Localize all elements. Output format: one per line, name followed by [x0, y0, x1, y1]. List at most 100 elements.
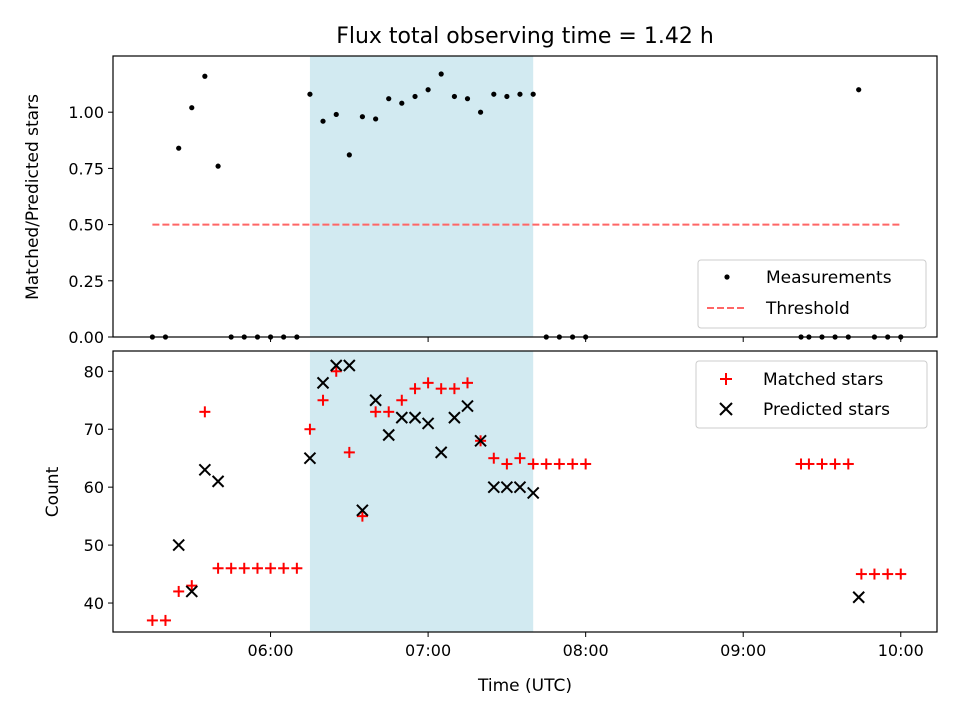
measurement-point — [438, 71, 444, 77]
measurement-point — [189, 105, 195, 111]
top-y-axis: 0.00 0.25 0.50 0.75 1.00 — [68, 103, 113, 347]
x-tick-label: 07:00 — [405, 641, 451, 660]
top-y-tick-label: 0.00 — [68, 328, 104, 347]
x-tick-label: 09:00 — [720, 641, 766, 660]
matched-star-point — [291, 562, 303, 574]
legend-label: Threshold — [765, 299, 850, 319]
matched-star-point — [265, 562, 277, 574]
matched-star-point — [343, 446, 355, 458]
predicted-star-point — [343, 359, 356, 372]
legend-label: Predicted stars — [763, 400, 890, 420]
predicted-star-points — [172, 359, 865, 604]
predicted-star-point — [316, 376, 330, 390]
predicted-star-point — [852, 591, 865, 604]
matched-star-point — [448, 383, 460, 395]
x-axis: 06:00 07:00 08:00 09:00 10:00 — [247, 632, 924, 660]
bottom-y-tick: 80 — [84, 362, 113, 381]
predicted-star-point — [198, 463, 212, 476]
measurement-point — [215, 163, 221, 169]
top-y-tick-label: 1.00 — [68, 103, 104, 122]
bottom-y-tick-label: 50 — [84, 536, 104, 555]
matched-star-point — [842, 458, 854, 470]
matched-star-point — [251, 562, 263, 574]
top-x-tick-marks — [270, 337, 902, 342]
top-panel: 0.00 0.25 0.50 0.75 1.00 Matched/Predict… — [23, 55, 938, 347]
matched-star-point — [868, 568, 880, 580]
measurement-point — [464, 96, 471, 102]
bottom-y-tick-label: 80 — [84, 362, 104, 381]
matched-star-point — [553, 458, 565, 470]
measurement-point — [359, 114, 366, 120]
top-y-tick: 0.00 — [68, 328, 113, 347]
measurement-point — [856, 87, 862, 93]
matched-star-point — [383, 406, 395, 418]
matched-star-point — [540, 458, 552, 470]
bottom-y-tick: 50 — [84, 536, 113, 555]
top-legend-box — [697, 259, 927, 329]
predicted-star-point — [500, 480, 514, 494]
measurement-point — [176, 145, 182, 151]
predicted-star-point — [526, 486, 540, 500]
predicted-star-point — [434, 446, 448, 459]
predicted-star-point — [369, 394, 382, 407]
bottom-y-tick-label: 70 — [84, 420, 104, 439]
x-tick: 06:00 — [247, 632, 294, 660]
x-tick-label: 10:00 — [878, 641, 924, 660]
top-plot-frame — [112, 55, 938, 338]
legend-label: Measurements — [766, 268, 892, 288]
x-tick-label: 06:00 — [247, 641, 293, 660]
predicted-star-point — [303, 451, 317, 465]
x-tick: 08:00 — [563, 632, 609, 660]
matched-star-point — [356, 510, 368, 522]
bottom-legend-box — [695, 360, 928, 429]
matched-legend-marker — [720, 373, 732, 385]
matched-star-point — [330, 365, 342, 377]
matched-star-point — [409, 383, 421, 395]
matched-star-point — [488, 452, 500, 464]
measurement-point — [373, 116, 379, 122]
top-y-tick: 0.75 — [68, 159, 113, 178]
matched-star-point — [422, 377, 434, 389]
bottom-y-tick-label: 40 — [84, 594, 104, 613]
bottom-y-tick: 70 — [84, 420, 113, 439]
predicted-star-point — [395, 411, 409, 424]
matched-star-point — [882, 568, 894, 580]
matched-star-point — [895, 568, 907, 580]
bottom-y-tick-label: 60 — [84, 478, 104, 497]
matched-star-point — [199, 406, 211, 418]
bottom-y-axis: 40 50 60 70 80 — [84, 362, 113, 613]
predicted-star-point — [448, 411, 461, 424]
measurement-point — [477, 109, 484, 115]
measurements-legend-marker — [724, 274, 730, 280]
bottom-panel: 40 50 60 70 80 06:00 07:00 08:00 09:00 1… — [43, 350, 938, 696]
measurement-point — [530, 91, 536, 97]
predicted-star-point — [185, 585, 198, 598]
bottom-y-axis-label: Count — [43, 466, 63, 517]
matched-star-point — [186, 580, 198, 592]
top-y-tick-label: 0.25 — [68, 272, 104, 291]
x-axis-label: Time (UTC) — [477, 676, 572, 696]
top-y-axis-label: Matched/Predicted stars — [23, 94, 43, 300]
measurement-point — [320, 118, 326, 124]
predicted-star-point — [356, 504, 369, 517]
top-y-tick-label: 0.75 — [68, 159, 104, 178]
matched-star-point — [580, 458, 592, 470]
bottom-legend: Matched stars Predicted stars — [695, 360, 928, 429]
matched-star-point — [829, 458, 841, 470]
predicted-star-point — [172, 538, 185, 552]
matched-star-point — [501, 458, 513, 470]
matched-star-point — [803, 458, 815, 470]
measurement-point — [202, 73, 208, 79]
bottom-observing-interval-shade — [309, 351, 534, 632]
matched-star-point — [567, 458, 579, 470]
matched-star-point — [816, 458, 828, 470]
predicted-star-point — [487, 480, 501, 494]
matched-star-point — [461, 377, 473, 389]
top-y-tick: 0.25 — [68, 272, 113, 291]
predicted-star-point — [211, 475, 225, 488]
matched-star-point — [317, 394, 329, 406]
bottom-y-tick: 60 — [84, 478, 113, 497]
measurement-point — [346, 152, 352, 158]
x-tick: 10:00 — [878, 632, 924, 660]
